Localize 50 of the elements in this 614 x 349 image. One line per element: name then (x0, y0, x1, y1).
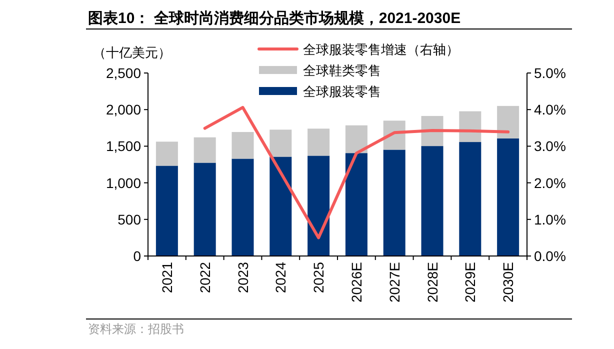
y-axis-title: （十亿美元） (93, 45, 171, 61)
y2-tick-label: 1.0% (534, 211, 566, 228)
x-tick-label: 2024 (272, 262, 289, 294)
bar (421, 146, 444, 256)
y-tick-label: 1,500 (106, 138, 142, 154)
x-tick-label: 2029E (462, 262, 478, 302)
bar (270, 156, 292, 256)
legend-label: 全球服装零售增速（右轴） (303, 43, 459, 58)
x-tick-label: 2027E (386, 262, 402, 302)
line-series (203, 106, 510, 240)
bar (156, 166, 178, 256)
legend: 全球服装零售 (259, 85, 381, 100)
y-tick-label: 1,000 (106, 174, 142, 191)
bar (194, 137, 216, 163)
legend-label: 全球服装零售 (303, 85, 381, 100)
bar (421, 116, 444, 146)
bar (345, 153, 368, 256)
chart-title: 图表10： 全球时尚消费细分品类市场规模，2021-2030E (88, 9, 461, 27)
y2-tick-label: 2.0% (534, 174, 566, 191)
bar (308, 128, 330, 156)
x-tick-label: 2022 (196, 262, 213, 294)
y-tick-label: 2,000 (106, 102, 142, 118)
legend: 全球服装零售增速（右轴） (258, 43, 459, 58)
y2-tick-label: 3.0% (534, 138, 566, 154)
x-tick-label: 2025 (310, 262, 327, 294)
bar (345, 125, 368, 154)
x-tick-label: 2023 (234, 262, 251, 294)
x-tick-label: 2026E (348, 262, 364, 302)
bar (194, 162, 216, 256)
bar (232, 132, 254, 159)
bar (232, 158, 254, 256)
y-tick-label: 0 (133, 248, 142, 264)
y2-tick-label: 5.0% (534, 65, 566, 81)
x-tick-label: 2028E (424, 262, 440, 302)
y2-tick-label: 4.0% (534, 102, 566, 118)
bar (308, 156, 330, 256)
text: 资料来源：招股书 (88, 322, 184, 336)
bar (459, 142, 482, 256)
y-tick-label: 2,500 (106, 65, 142, 81)
bar (497, 138, 520, 256)
bar (270, 130, 292, 157)
bar (497, 106, 520, 138)
legend-label: 全球鞋类零售 (303, 64, 381, 79)
x-tick-label: 2030E (500, 262, 516, 302)
legend: 全球鞋类零售 (259, 64, 381, 79)
y-tick-label: 500 (118, 211, 142, 228)
bar (156, 142, 178, 166)
x-tick-label: 2021 (158, 262, 175, 294)
y2-tick-label: 0.0% (534, 248, 566, 264)
bar (383, 150, 406, 256)
